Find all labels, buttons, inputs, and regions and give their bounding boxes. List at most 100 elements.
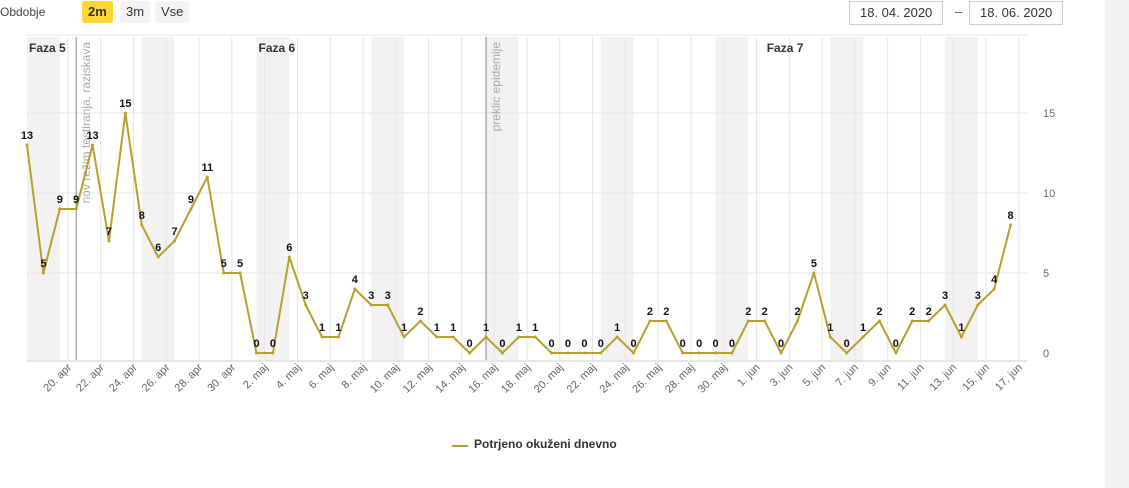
data-label: 2: [876, 306, 882, 318]
data-label: 2: [926, 306, 932, 318]
x-tick-label: 11. jun: [895, 362, 926, 393]
period-2m-button[interactable]: 2m: [82, 1, 113, 23]
data-label: 5: [237, 258, 243, 270]
data-label: 0: [729, 338, 735, 350]
data-label: 0: [630, 338, 636, 350]
data-label: 13: [21, 130, 33, 142]
data-label: 1: [958, 322, 964, 334]
data-point: [418, 319, 422, 323]
period-all-button[interactable]: Vse: [155, 1, 190, 23]
data-point: [533, 335, 537, 339]
x-tick-label: 20. apr: [41, 361, 74, 394]
data-label: 0: [712, 338, 718, 350]
data-label: 11: [202, 162, 214, 174]
data-label: 0: [253, 338, 259, 350]
data-point: [173, 239, 177, 243]
event-marker-label: nov režim testiranja, raziskava: [79, 42, 93, 204]
data-point: [550, 351, 554, 355]
date-from-input[interactable]: 18. 04. 2020: [849, 1, 944, 25]
weekend-band: [371, 37, 405, 360]
data-label: 1: [516, 322, 522, 334]
data-label: 1: [860, 322, 866, 334]
data-label: 4: [352, 274, 359, 286]
data-point: [435, 335, 439, 339]
data-point: [320, 335, 324, 339]
data-label: 9: [73, 194, 79, 206]
data-label: 7: [171, 226, 177, 238]
data-point: [992, 287, 996, 291]
data-point: [500, 351, 504, 355]
x-tick-label: 30. maj: [696, 362, 730, 396]
data-label: 0: [598, 338, 604, 350]
x-tick-label: 4. maj: [274, 362, 304, 392]
data-point: [107, 239, 111, 243]
data-label: 4: [991, 274, 998, 286]
x-tick-label: 17. jun: [993, 362, 1025, 394]
x-tick-label: 3. jun: [768, 362, 796, 390]
data-point: [795, 319, 799, 323]
x-tick-label: 14. maj: [434, 362, 468, 396]
data-label: 2: [762, 306, 768, 318]
data-point: [959, 335, 963, 339]
x-tick-label: 24. maj: [597, 362, 631, 396]
data-label: 13: [86, 130, 98, 142]
data-point: [566, 351, 570, 355]
data-label: 2: [663, 306, 669, 318]
data-label: 6: [286, 242, 292, 254]
date-to-input[interactable]: 18. 06. 2020: [969, 1, 1064, 25]
data-label: 7: [106, 226, 112, 238]
x-tick-label: 1. jun: [735, 362, 763, 390]
data-point: [123, 111, 127, 115]
data-point: [304, 303, 308, 307]
data-point: [255, 351, 259, 355]
data-label: 15: [119, 98, 131, 110]
data-point: [779, 351, 783, 355]
data-label: 2: [647, 306, 653, 318]
data-label: 1: [450, 322, 456, 334]
data-label: 0: [778, 338, 784, 350]
data-label: 5: [40, 258, 46, 270]
data-label: 3: [303, 290, 309, 302]
data-label: 1: [532, 322, 538, 334]
data-point: [648, 319, 652, 323]
weekend-band: [256, 37, 290, 360]
data-label: 2: [417, 306, 423, 318]
period-3m-button[interactable]: 3m: [120, 1, 151, 23]
data-label: 0: [893, 338, 899, 350]
data-label: 1: [483, 322, 489, 334]
data-label: 0: [696, 338, 702, 350]
data-point: [976, 303, 980, 307]
x-tick-label: 28. maj: [663, 362, 697, 396]
weekend-band: [486, 37, 519, 360]
data-label: 2: [745, 306, 751, 318]
y-tick-label: 10: [1043, 188, 1055, 200]
y-tick-label: 15: [1043, 108, 1055, 120]
data-point: [697, 351, 701, 355]
data-point: [140, 223, 144, 227]
date-separator: –: [955, 4, 963, 19]
data-point: [812, 271, 816, 275]
data-point: [746, 319, 750, 323]
event-marker-label: preklic epidemije: [489, 42, 503, 132]
data-point: [156, 255, 160, 259]
data-label: 0: [680, 338, 686, 350]
data-label: 1: [434, 322, 440, 334]
data-point: [451, 335, 455, 339]
x-tick-label: 12. maj: [401, 362, 435, 396]
data-point: [681, 351, 685, 355]
data-point: [336, 335, 340, 339]
data-point: [894, 351, 898, 355]
chart-toolbar: Obdobje 2m 3m Vse 18. 04. 2020 – 18. 06.…: [0, 0, 1100, 26]
data-label: 1: [614, 322, 620, 334]
data-label: 8: [139, 210, 145, 222]
y-tick-label: 0: [1043, 348, 1049, 360]
phase-label: Faza 7: [767, 41, 804, 55]
data-point: [91, 143, 95, 147]
data-label: 3: [975, 290, 981, 302]
x-tick-label: 26. maj: [630, 362, 664, 396]
data-label: 1: [319, 322, 325, 334]
x-tick-label: 18. maj: [499, 362, 533, 396]
data-point: [205, 175, 209, 179]
data-point: [271, 351, 275, 355]
